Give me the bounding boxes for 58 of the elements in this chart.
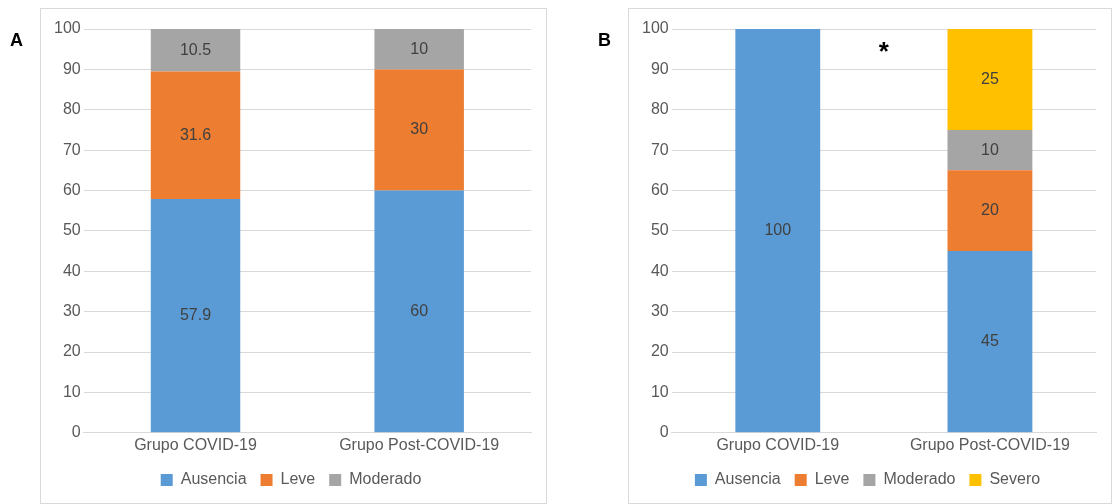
y-tick-label: 100 bbox=[53, 19, 81, 37]
bar bbox=[947, 129, 1033, 171]
text: A bbox=[10, 30, 23, 51]
legend-label: Leve bbox=[814, 470, 850, 488]
y-tick-label: 70 bbox=[62, 140, 81, 158]
bar bbox=[374, 69, 464, 191]
x-tick-label: Grupo Post-COVID-19 bbox=[909, 435, 1071, 453]
y-tick-label: 100 bbox=[641, 19, 669, 37]
y-tick-label: 0 bbox=[71, 423, 81, 441]
data-label: 10 bbox=[410, 39, 429, 57]
y-tick-label: 30 bbox=[62, 302, 81, 320]
y-tick-label: 80 bbox=[650, 100, 669, 118]
y-tick-label: 80 bbox=[62, 100, 81, 118]
data-label: 25 bbox=[981, 69, 999, 87]
y-tick-label: 10 bbox=[62, 382, 81, 400]
y-tick-label: 50 bbox=[650, 221, 669, 239]
x-tick-label: Grupo Post-COVID-19 bbox=[339, 435, 500, 453]
annotation: * bbox=[878, 36, 890, 67]
bar bbox=[947, 170, 1033, 252]
bar bbox=[150, 199, 241, 433]
y-tick-label: 20 bbox=[650, 342, 669, 360]
y-tick-label: 60 bbox=[650, 180, 669, 198]
legend-label: Moderado bbox=[883, 470, 956, 488]
bar bbox=[150, 29, 241, 72]
legend-label: Moderado bbox=[349, 470, 422, 488]
data-label: 10.5 bbox=[179, 40, 212, 58]
data-label: 30 bbox=[410, 120, 429, 138]
y-tick-label: 50 bbox=[62, 221, 81, 239]
legend-label: Ausencia bbox=[180, 470, 247, 488]
bar bbox=[374, 29, 464, 70]
y-tick-label: 0 bbox=[659, 423, 669, 441]
y-tick-label: 70 bbox=[650, 140, 669, 158]
bar bbox=[947, 29, 1033, 130]
y-tick-label: 40 bbox=[650, 261, 669, 279]
y-tick-label: 10 bbox=[650, 382, 669, 400]
legend-label: Ausencia bbox=[714, 470, 781, 488]
data-label: 60 bbox=[410, 301, 429, 319]
data-label: 20 bbox=[981, 201, 999, 219]
data-label: 31.6 bbox=[179, 125, 212, 143]
y-tick-label: 90 bbox=[650, 59, 669, 77]
legend-label: Severo bbox=[989, 470, 1041, 488]
x-tick-label: Grupo COVID-19 bbox=[134, 435, 257, 453]
bar bbox=[735, 29, 821, 433]
y-tick-label: 20 bbox=[62, 342, 81, 360]
bar bbox=[374, 190, 464, 433]
legend-label: Leve bbox=[280, 470, 316, 488]
y-tick-label: 30 bbox=[650, 302, 669, 320]
y-tick-label: 90 bbox=[62, 59, 81, 77]
x-tick-label: Grupo COVID-19 bbox=[716, 435, 840, 453]
data-label: 45 bbox=[981, 332, 999, 350]
data-label: 10 bbox=[981, 140, 999, 158]
data-label: 57.9 bbox=[179, 306, 212, 324]
y-tick-label: 60 bbox=[62, 180, 81, 198]
bar bbox=[150, 71, 241, 199]
bar bbox=[947, 251, 1033, 433]
y-tick-label: 40 bbox=[62, 261, 81, 279]
data-label: 100 bbox=[764, 221, 792, 239]
text: B bbox=[598, 30, 611, 51]
